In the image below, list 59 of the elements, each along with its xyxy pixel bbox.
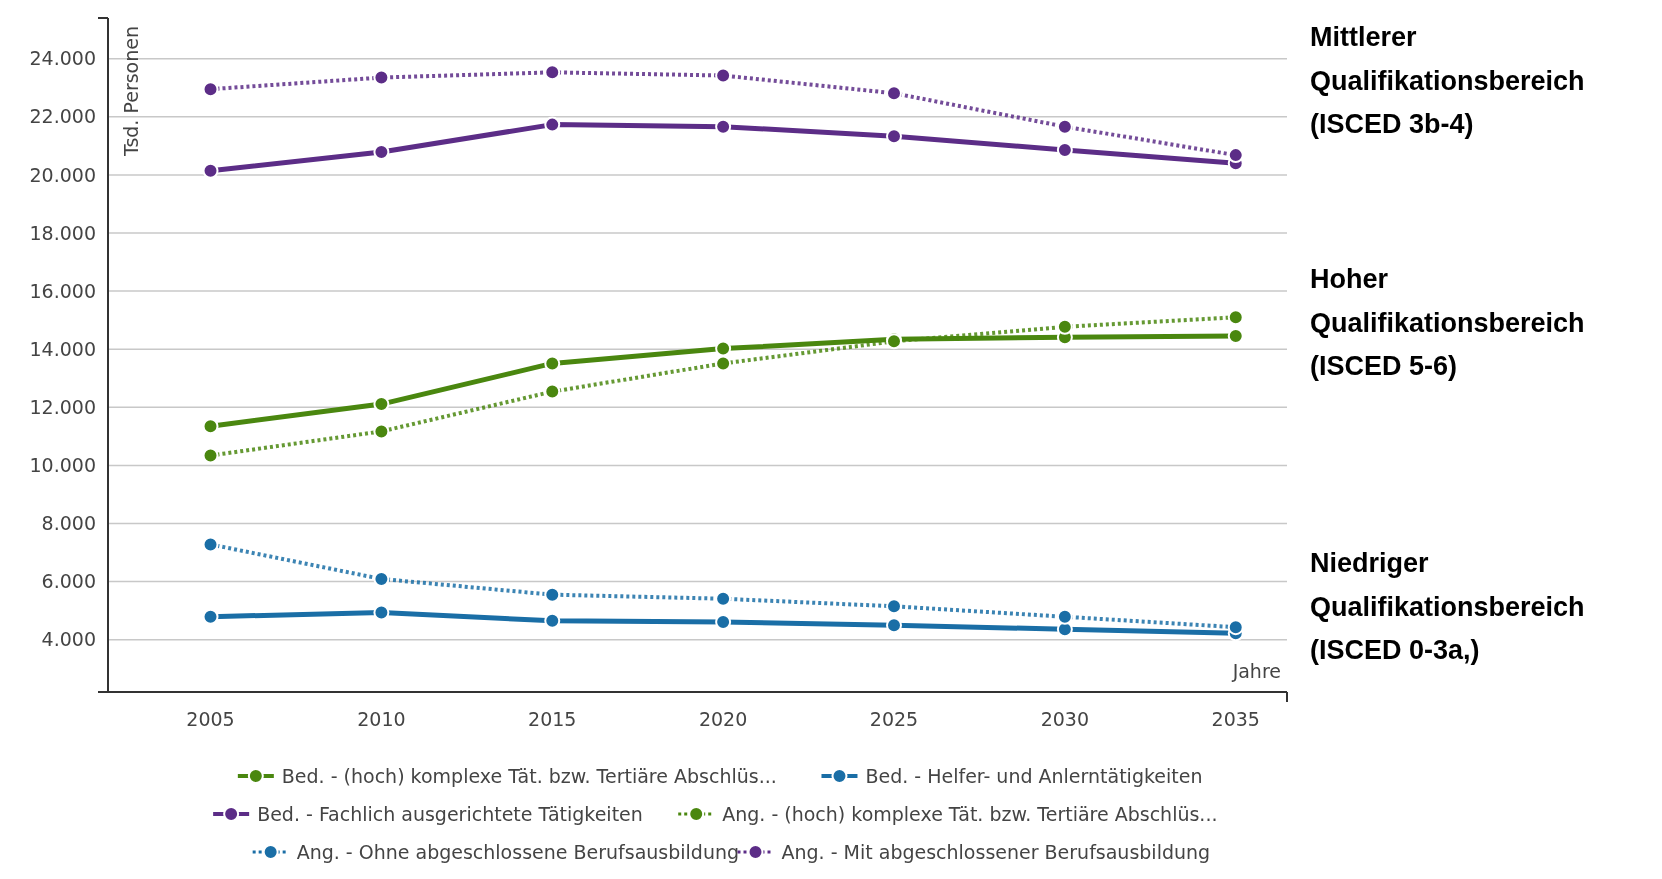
point xyxy=(886,598,902,615)
legend-label: Ang. - (hoch) komplexe Tät. bzw. Tertiäre Abschlüs... xyxy=(722,802,1218,825)
point xyxy=(715,118,732,135)
y-axis-title: Tsd. Personen xyxy=(120,26,142,158)
y-tick-label: 12.000 xyxy=(29,395,96,418)
point xyxy=(715,590,732,607)
point xyxy=(1056,118,1073,135)
legend-label: Ang. - Ohne abgeschlossene Berufsausbildung xyxy=(296,840,740,863)
point xyxy=(544,612,561,629)
x-tick-label: 2030 xyxy=(1040,708,1090,730)
point xyxy=(886,85,902,102)
x-tick-label: 2010 xyxy=(357,708,406,730)
point xyxy=(1227,147,1244,164)
y-tick-label: 4.000 xyxy=(41,628,96,651)
y-tick-label: 20.000 xyxy=(29,163,96,186)
point xyxy=(202,608,219,625)
x-axis-title: Jahre xyxy=(1231,660,1281,682)
legend-label: Bed. - Fachlich ausgerichtete Tätigkeiten xyxy=(257,802,643,825)
point xyxy=(886,128,902,145)
point xyxy=(1227,619,1244,636)
point xyxy=(544,116,561,133)
y-tick-label: 10.000 xyxy=(29,454,96,477)
y-tick-label: 24.000 xyxy=(29,47,96,70)
point xyxy=(715,67,732,84)
point xyxy=(544,355,561,372)
x-tick-label: 2020 xyxy=(698,708,748,730)
point xyxy=(886,617,902,634)
text: Niedriger Qualifikationsbereich (ISCED 0-3a,) xyxy=(1310,548,1585,665)
x-tick-label: 2025 xyxy=(869,708,919,730)
point xyxy=(373,423,390,440)
y-tick-label: 6.000 xyxy=(41,570,96,593)
legend-label: Ang. - Mit abgeschlossener Berufsausbildung xyxy=(781,840,1211,863)
point xyxy=(1227,309,1244,326)
point xyxy=(715,340,732,357)
x-tick-label: 2035 xyxy=(1211,708,1260,730)
legend-label: Bed. - (hoch) komplexe Tät. bzw. Tertiäre Abschlüs... xyxy=(281,764,777,787)
point xyxy=(1056,318,1073,335)
x-tick-label: 2005 xyxy=(186,708,235,730)
point xyxy=(715,355,732,372)
point xyxy=(1056,608,1073,625)
point xyxy=(373,69,390,86)
y-tick-label: 8.000 xyxy=(41,512,96,535)
y-tick-label: 16.000 xyxy=(29,279,96,302)
x-tick-label: 2015 xyxy=(528,708,577,730)
y-tick-label: 14.000 xyxy=(29,337,96,360)
point xyxy=(544,64,561,81)
point xyxy=(202,447,219,464)
text: Hoher Qualifikationsbereich (ISCED 5-6) xyxy=(1310,264,1585,381)
point xyxy=(202,162,219,179)
point xyxy=(544,586,561,603)
y-tick-label: 22.000 xyxy=(29,105,96,128)
point xyxy=(373,604,390,621)
point xyxy=(202,81,219,98)
text: Mittlerer Qualifikationsbereich (ISCED 3b-4) xyxy=(1310,22,1585,139)
point xyxy=(202,536,219,553)
y-tick-label: 18.000 xyxy=(29,221,96,244)
legend-label: Bed. - Helfer- und Anlerntätigkeiten xyxy=(865,764,1203,787)
point xyxy=(544,383,561,400)
point xyxy=(202,418,219,435)
